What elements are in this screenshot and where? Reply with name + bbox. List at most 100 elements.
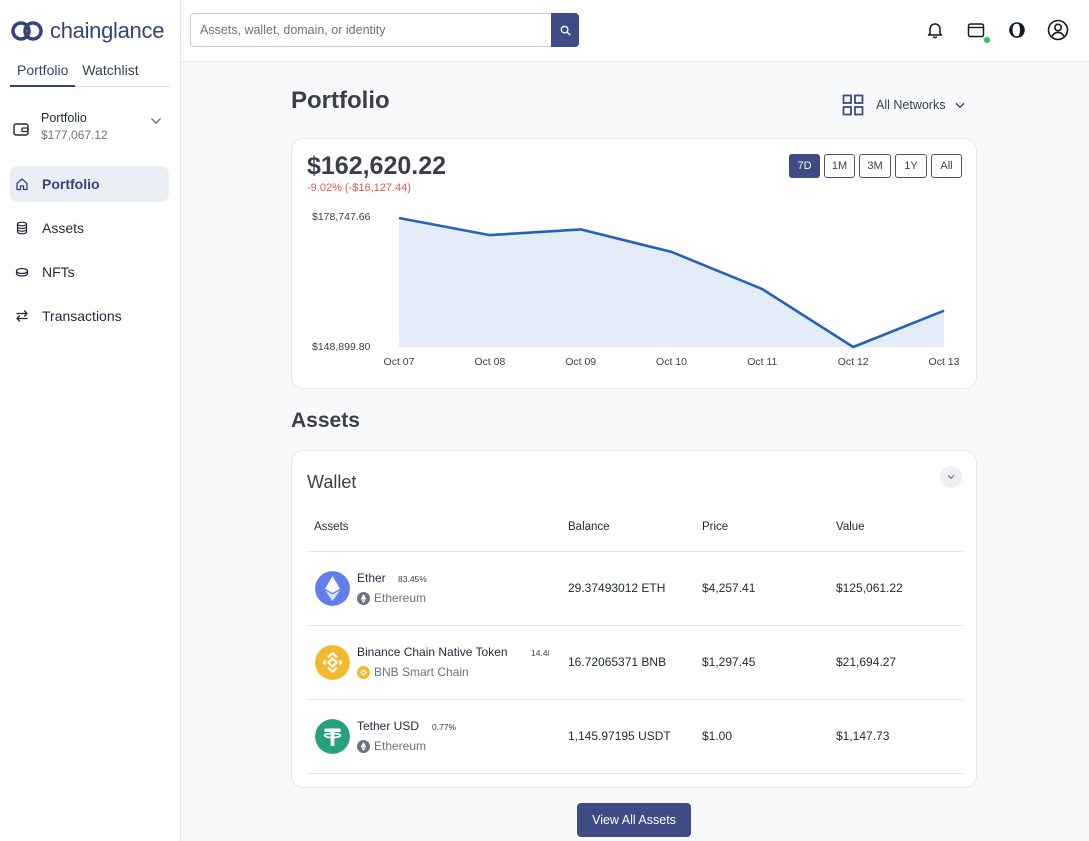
- view-all-assets-button[interactable]: View All Assets: [577, 803, 691, 837]
- chevron-down-icon: [955, 102, 965, 108]
- chart-area-fill: [399, 218, 944, 347]
- wallet-icon: [13, 123, 29, 136]
- range-1m-button[interactable]: 1M: [824, 154, 855, 178]
- x-tick-label: Oct 08: [474, 356, 505, 368]
- page-title: Portfolio: [291, 87, 390, 114]
- sidebar-tabs: Portfolio Watchlist: [10, 60, 170, 87]
- table-row[interactable]: Tether USD 0.77% Ethereum 1,145.97195 US…: [307, 700, 963, 773]
- asset-name: Ether: [357, 571, 386, 585]
- sidebar-item-label: Portfolio: [42, 176, 100, 192]
- range-1y-button[interactable]: 1Y: [895, 154, 927, 178]
- sidebar-item-transactions[interactable]: Transactions: [10, 298, 169, 334]
- sidebar-item-assets[interactable]: Assets: [10, 210, 169, 246]
- collapse-button[interactable]: [940, 466, 962, 488]
- sidebar-item-label: NFTs: [42, 264, 75, 280]
- portfolio-value: $177,067.12: [41, 128, 108, 142]
- y-tick-label-max: $178,747.66: [312, 211, 371, 223]
- theme-toggle-icon: [1009, 22, 1025, 38]
- x-tick-label: Oct 10: [656, 356, 687, 368]
- portfolio-chart-card: $162,620.22 -9.02% (-$16,127.44) 7D 1M 3…: [291, 138, 977, 389]
- time-range-selector: 7D 1M 3M 1Y All: [785, 154, 962, 178]
- asset-name: Tether USD: [357, 719, 420, 733]
- sidebar-item-label: Transactions: [42, 308, 122, 324]
- asset-value: $1,147.73: [836, 729, 890, 743]
- table-divider: [307, 699, 963, 700]
- range-3m-button[interactable]: 3M: [859, 154, 891, 178]
- column-header-value: Value: [836, 521, 865, 533]
- assets-section-title: Assets: [291, 409, 360, 432]
- sidebar-item-label: Assets: [42, 220, 85, 236]
- range-7d-button[interactable]: 7D: [789, 154, 820, 178]
- asset-network: Ethereum: [357, 591, 426, 605]
- table-divider: [307, 625, 963, 626]
- search-icon: [560, 25, 570, 35]
- brand-logo[interactable]: chainglance: [10, 18, 164, 44]
- asset-network-label: Ethereum: [374, 591, 427, 605]
- coins-icon: [15, 267, 29, 277]
- asset-balance: 16.72065371 BNB: [568, 655, 667, 669]
- portfolio-change: -9.02% (-$16,127.44): [307, 182, 411, 194]
- asset-price: $4,257.41: [702, 581, 756, 595]
- arrows-exchange-icon: [16, 310, 28, 322]
- wallet-status-dot: [984, 37, 990, 43]
- asset-share-percent: 0.77%: [432, 722, 457, 732]
- network-filter-label: All Networks: [876, 98, 946, 112]
- grid-icon: [842, 94, 864, 116]
- sidebar-item-portfolio[interactable]: Portfolio: [10, 166, 169, 202]
- top-bar: [181, 0, 1089, 62]
- tether-token-icon: [315, 719, 350, 754]
- search-button[interactable]: [551, 13, 579, 47]
- portfolio-value-chart: $178,747.66 $148,899.80 Oct 07 Oct 08 Oct …: [312, 211, 960, 368]
- chainglance-logo-icon: [11, 21, 43, 41]
- table-divider: [307, 773, 963, 774]
- bell-icon: [927, 23, 943, 39]
- tab-watchlist[interactable]: Watchlist: [82, 62, 139, 78]
- column-header-price: Price: [702, 521, 729, 533]
- portfolio-selector[interactable]: Portfolio $177,067.12: [10, 104, 170, 154]
- asset-balance: 29.37493012 ETH: [568, 581, 666, 595]
- wallet-icon: [967, 23, 985, 38]
- portfolio-total-value: $162,620.22: [307, 152, 447, 180]
- ethereum-network-icon: [357, 739, 370, 753]
- wallet-title: Wallet: [307, 472, 357, 492]
- tab-portfolio[interactable]: Portfolio: [10, 60, 76, 87]
- asset-value: $21,694.27: [836, 655, 897, 669]
- notifications-button[interactable]: [924, 19, 946, 41]
- portfolio-name: Portfolio: [41, 111, 87, 125]
- network-filter[interactable]: All Networks: [842, 93, 965, 117]
- ether-token-icon: [315, 571, 350, 606]
- ethereum-network-icon: [357, 591, 370, 605]
- asset-share-percent: 83.45%: [398, 574, 427, 584]
- y-tick-label-min: $148,899.80: [312, 341, 371, 353]
- chart-series-line: [398, 216, 945, 349]
- search-input[interactable]: [191, 14, 551, 46]
- search-box: [190, 13, 579, 47]
- theme-toggle-button[interactable]: [1006, 19, 1028, 41]
- asset-value: $125,061.22: [836, 581, 903, 595]
- x-tick-label: Oct 13: [929, 356, 960, 368]
- brand-name: chainglance: [50, 18, 165, 43]
- x-tick-label: Oct 09: [565, 356, 596, 368]
- account-button[interactable]: [1047, 19, 1069, 41]
- user-icon: [1047, 19, 1069, 41]
- x-tick-label: Oct 12: [838, 356, 869, 368]
- wallet-connect-button[interactable]: [965, 19, 990, 43]
- asset-network: Ethereum: [357, 739, 426, 753]
- asset-balance: 1,145.97195 USDT: [568, 729, 671, 743]
- chevron-down-icon: [151, 118, 161, 124]
- database-icon: [16, 221, 28, 235]
- asset-network: BNB Smart Chain: [357, 665, 469, 679]
- sidebar: chainglance Portfolio Watchlist Portfoli…: [0, 0, 181, 841]
- range-all-button[interactable]: All: [931, 154, 962, 178]
- column-header-balance: Balance: [568, 521, 610, 533]
- column-header-assets: Assets: [314, 521, 349, 533]
- sidebar-item-nfts[interactable]: NFTs: [10, 254, 169, 290]
- home-icon: [16, 178, 28, 191]
- asset-price: $1,297.45: [702, 655, 756, 669]
- x-tick-label: Oct 11: [747, 356, 777, 368]
- asset-share-percent: 14.48%: [531, 648, 549, 658]
- table-divider: [307, 551, 963, 552]
- bnb-token-icon: [315, 645, 350, 680]
- table-row[interactable]: Binance Chain Native Token 14.48% BNB Sm…: [307, 626, 963, 699]
- table-row[interactable]: Ether 83.45% Ethereum 29.37493012 ETH $4…: [307, 552, 963, 625]
